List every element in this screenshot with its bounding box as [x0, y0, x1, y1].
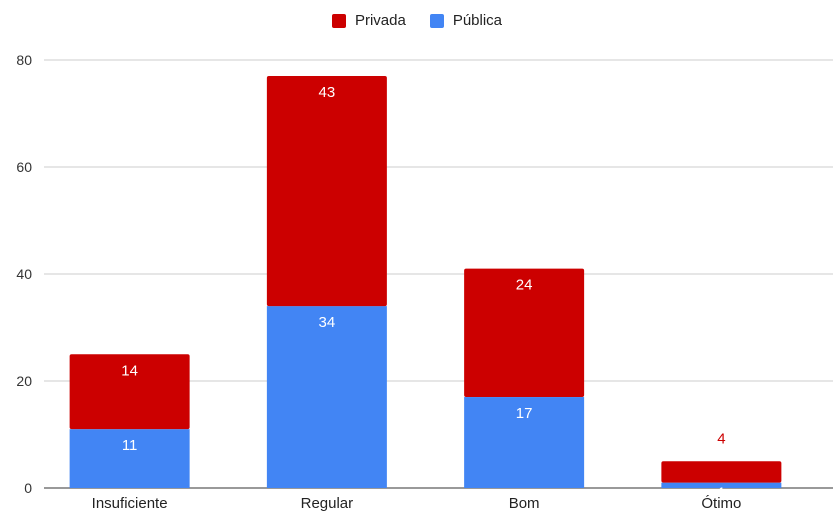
x-tick-label-ótimo: Ótimo	[701, 495, 741, 512]
y-tick-label-80: 80	[16, 52, 32, 68]
bar-privada-insuficiente[interactable]	[69, 354, 190, 430]
legend-label-publica: Pública	[452, 12, 503, 29]
data-label-privada-insuficiente: 14	[121, 362, 138, 379]
y-tick-label-40: 40	[16, 266, 32, 282]
y-tick-label-20: 20	[16, 373, 32, 389]
legend-label-privada: Privada	[354, 12, 406, 29]
bar-privada-regular[interactable]	[266, 76, 387, 307]
legend-swatch-privada	[331, 13, 346, 28]
bar-privada-ótimo[interactable]	[661, 461, 782, 483]
x-axis: Insuficiente Regular Bom Ótimo	[92, 495, 742, 512]
data-label-pública-bom: 17	[516, 405, 533, 422]
bar-pública-ótimo[interactable]	[661, 482, 782, 488]
data-label-pública-regular: 34	[319, 314, 336, 331]
data-label-privada-bom: 24	[516, 277, 533, 294]
y-axis: 0 20 40 60 80	[16, 52, 32, 496]
data-label-privada-regular: 43	[319, 84, 336, 101]
bar-pública-regular[interactable]	[266, 306, 387, 488]
x-tick-label-regular: Regular	[301, 495, 354, 512]
y-tick-label-0: 0	[24, 480, 32, 496]
legend: Privada Pública	[0, 12, 834, 29]
data-label-pública-insuficiente: 11	[122, 437, 138, 454]
data-label-pública-ótimo: 1	[717, 484, 725, 501]
x-tick-label-bom: Bom	[509, 495, 540, 512]
data-label-privada-ótimo: 4	[717, 430, 725, 447]
legend-item-publica[interactable]: Pública	[429, 12, 503, 29]
bar-privada-bom[interactable]	[464, 268, 585, 398]
bar-pública-insuficiente[interactable]	[69, 429, 190, 488]
legend-item-privada[interactable]: Privada	[331, 12, 406, 29]
y-tick-label-60: 60	[16, 159, 32, 175]
legend-swatch-publica	[429, 13, 444, 28]
x-tick-label-insuficiente: Insuficiente	[92, 495, 168, 512]
bar-pública-bom[interactable]	[464, 397, 585, 488]
